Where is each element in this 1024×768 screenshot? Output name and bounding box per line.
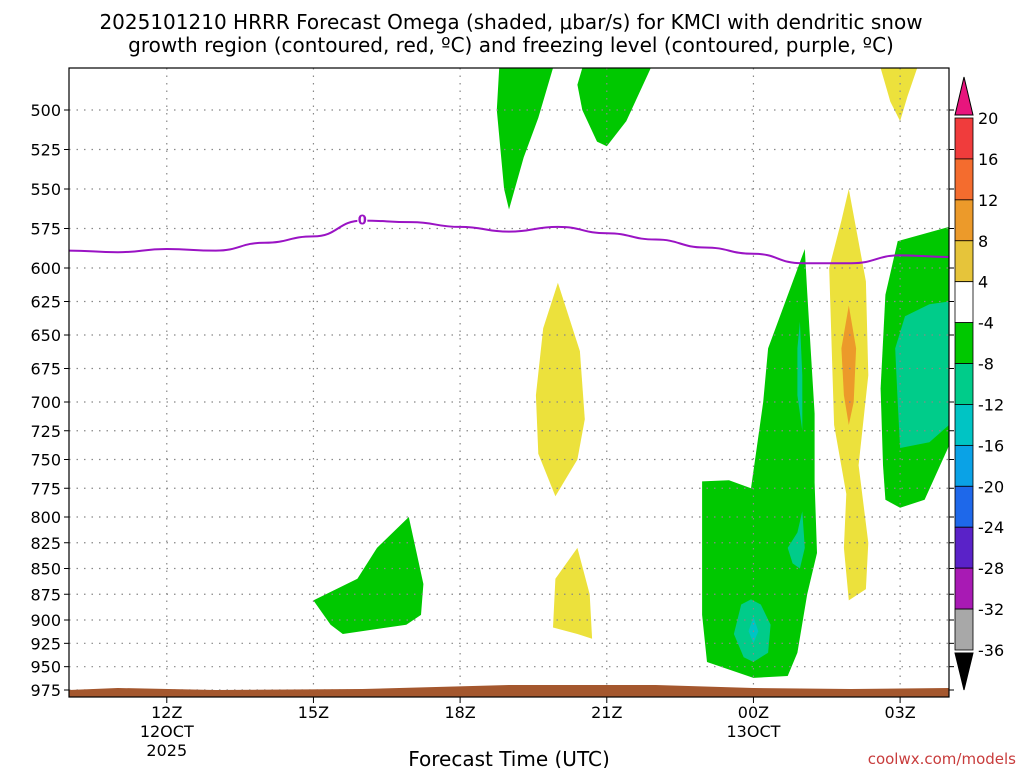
colorbar-label: -32 (978, 600, 1004, 619)
colorbar-band (954, 322, 974, 364)
colorbar-label: -24 (978, 518, 1004, 537)
y-tick-label: 850 (30, 560, 61, 579)
y-tick-label: 525 (30, 141, 61, 160)
y-tick-label: 800 (30, 508, 61, 527)
colorbar-band (954, 567, 974, 610)
colorbar-top-arrow (954, 76, 974, 116)
y-axis: 500 525 550 575 600 625 650 675 700 725 750 775 800 8… (30, 101, 954, 700)
y-tick-label: 900 (30, 611, 61, 630)
colorbar: 20 16 12 8 4 -4 -8 -12 -16 -20 -24 -28 -32 -36 (954, 76, 1004, 691)
colorbar-label: 20 (978, 109, 998, 128)
omega-region-12 (841, 305, 857, 425)
y-tick-label: 750 (30, 451, 61, 470)
colorbar-label: -4 (978, 314, 994, 333)
colorbar-label: -28 (978, 559, 1004, 578)
freezing-level-contour: 0 (68, 212, 950, 265)
colorbar-band (954, 199, 974, 242)
terrain-ground (69, 685, 949, 697)
colorbar-band (954, 281, 974, 324)
x-tick-label: 03Z (884, 703, 915, 722)
y-tick-label: 550 (30, 180, 61, 199)
colorbar-band (954, 526, 974, 569)
site-credit: coolwx.com/models (868, 750, 1016, 768)
colorbar-band (954, 485, 974, 528)
colorbar-bottom-arrow (954, 652, 974, 691)
x-tick-label: 21Z (591, 703, 622, 722)
omega-region-14 (895, 301, 949, 448)
colorbar-label: 8 (978, 232, 988, 251)
colorbar-label: 4 (978, 273, 988, 292)
omega-shaded-regions (313, 68, 949, 678)
colorbar-label: -20 (978, 477, 1004, 496)
freezing-level-line (68, 219, 950, 265)
omega-region-4 (313, 517, 424, 634)
y-tick-label: 625 (30, 293, 61, 312)
y-tick-label: 825 (30, 534, 61, 553)
colorbar-band (954, 117, 974, 160)
colorbar-band (954, 363, 974, 405)
colorbar-band (954, 608, 974, 651)
y-tick-label: 975 (30, 681, 61, 700)
terrain-fill (69, 685, 949, 697)
colorbar-label: -12 (978, 395, 1004, 414)
colorbar-label: -36 (978, 641, 1004, 660)
omega-region-5 (553, 547, 593, 639)
y-tick-label: 950 (30, 658, 61, 677)
y-tick-label: 925 (30, 634, 61, 653)
y-tick-label: 500 (30, 101, 61, 120)
x-year-label: 2025 (146, 741, 187, 760)
colorbar-band (954, 444, 974, 487)
omega-region-3 (535, 282, 585, 497)
colorbar-band (954, 240, 974, 283)
colorbar-band (954, 158, 974, 201)
x-axis-label: Forecast Time (UTC) (408, 747, 610, 768)
x-date-label: 12OCT (140, 722, 194, 741)
omega-region-9 (797, 321, 803, 431)
omega-region-6 (702, 249, 817, 678)
y-tick-label: 775 (30, 479, 61, 498)
colorbar-band (954, 404, 974, 446)
omega-region-2 (880, 68, 918, 122)
chart-title-line-1: 2025101210 HRRR Forecast Omega (shaded, … (99, 10, 922, 34)
y-tick-label: 575 (30, 220, 61, 239)
colorbar-label: -16 (978, 436, 1004, 455)
y-tick-label: 725 (30, 422, 61, 441)
x-date-label: 13OCT (726, 722, 780, 741)
x-tick-label: 15Z (298, 703, 329, 722)
y-tick-label: 650 (30, 326, 61, 345)
omega-region-8 (748, 616, 759, 644)
omega-region-0 (496, 68, 553, 210)
x-tick-label: 00Z (738, 703, 769, 722)
colorbar-label: -8 (978, 355, 994, 374)
y-tick-label: 675 (30, 360, 61, 379)
omega-region-10 (787, 511, 805, 569)
chart-title-line-2: growth region (contoured, red, ºC) and f… (128, 33, 894, 57)
x-tick-label: 12Z (151, 703, 182, 722)
y-tick-label: 875 (30, 585, 61, 604)
colorbar-label: 16 (978, 150, 998, 169)
y-tick-label: 700 (30, 393, 61, 412)
x-tick-label: 18Z (444, 703, 475, 722)
plot-frame (68, 67, 950, 698)
y-tick-label: 600 (30, 259, 61, 278)
freezing-level-label: 0 (358, 214, 367, 229)
freezing-level-label-bg (357, 212, 368, 227)
omega-region-1 (577, 68, 651, 147)
colorbar-label: 12 (978, 191, 998, 210)
